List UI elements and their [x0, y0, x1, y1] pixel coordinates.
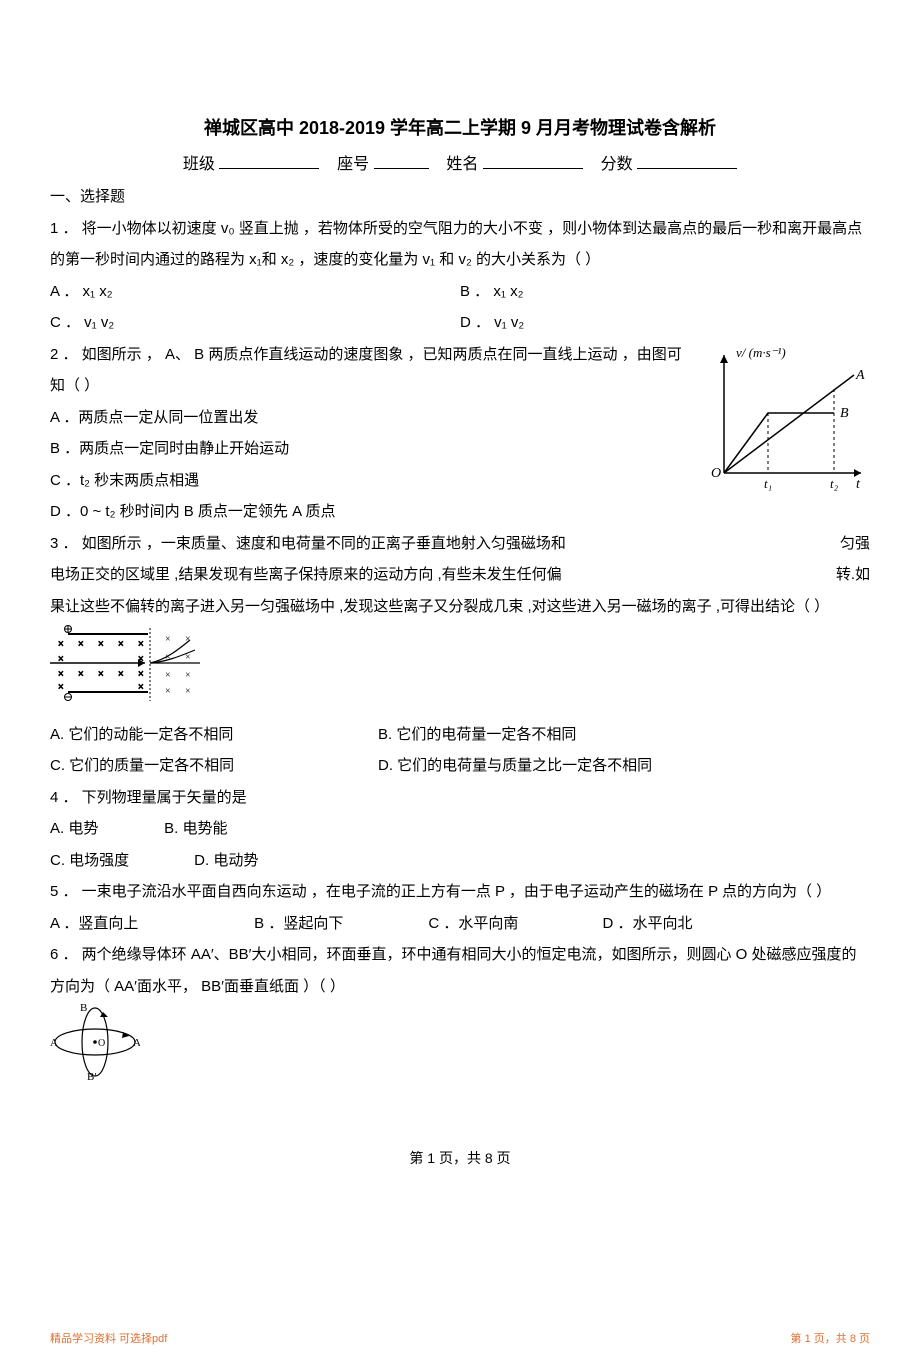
q1-text: 1 ． 将一小物体以初速度 v₀ 竖直上抛 ，若物体所受的空气阻力的大小不变 ，… — [50, 213, 870, 276]
svg-text:B′: B′ — [87, 1071, 97, 1082]
q3-option-C: C. 它们的质量一定各不相同 — [50, 750, 378, 782]
vt-t1: t₁ — [764, 476, 772, 491]
svg-text:×: × — [138, 682, 144, 693]
q4-options-row2: C. 电场强度 D. 电动势 — [50, 845, 870, 877]
svg-text:×: × — [165, 634, 171, 645]
q3-part3: 果让这些不偏转的离子进入另一匀强磁场中 ,发现这些离子又分裂成几束 ,对这些进入… — [50, 591, 870, 623]
svg-text:×: × — [165, 686, 171, 697]
score-label: 分数 — [601, 156, 633, 173]
seat-blank — [374, 150, 429, 169]
vt-label-A: A — [855, 368, 865, 383]
q3-part2: 电场正交的区域里 ,结果发现有些离子保持原来的运动方向 ,有些未发生任何偏 — [50, 566, 562, 583]
svg-text:×: × — [98, 669, 104, 680]
svg-text:A: A — [50, 1037, 58, 1049]
svg-text:×: × — [185, 652, 191, 663]
q4-text: 4 ． 下列物理量属于矢量的是 — [50, 782, 870, 814]
q4-option-B: B. 电势能 — [164, 820, 227, 837]
q4-option-C: C. 电场强度 — [50, 845, 190, 877]
vt-t: t — [856, 477, 861, 492]
q5-option-B: B ．竖起向下 — [254, 908, 424, 940]
student-info-line: 班级 座号 姓名 分数 — [50, 148, 870, 182]
svg-text:×: × — [165, 670, 171, 681]
section-heading: 一、选择题 — [50, 181, 870, 213]
svg-text:×: × — [138, 669, 144, 680]
footer-left: 精品学习资料 可选择pdf — [50, 1330, 167, 1346]
page-number: 第 1 页，共 8 页 — [50, 1144, 870, 1173]
q5-options: A ．竖直向上 B ．竖起向下 C ．水平向南 D ．水平向北 — [50, 908, 870, 940]
q1-option-B: B ． x₁ x₂ — [460, 276, 870, 308]
q1-option-D: D ． v₁ v₂ — [460, 307, 870, 339]
svg-text:×: × — [78, 669, 84, 680]
svg-text:×: × — [185, 686, 191, 697]
svg-text:O: O — [98, 1038, 105, 1049]
vt-origin: O — [711, 466, 721, 481]
q6-text: 6 ． 两个绝缘导体环 AA′、BB′大小相同，环面垂直，环中通有相同大小的恒定… — [50, 939, 870, 1002]
q5-text: 5 ． 一束电子流沿水平面自西向东运动 ，在电子流的正上方有一点 P ，由于电子… — [50, 876, 870, 908]
svg-text:×: × — [165, 652, 171, 663]
score-blank — [637, 150, 737, 169]
exam-page: 禅城区高中 2018-2019 学年高二上学期 9 月月考物理试卷含解析 班级 … — [0, 0, 920, 1250]
q1-options-row1: A ． x₁ x₂ B ． x₁ x₂ — [50, 276, 870, 308]
q4-option-A: A. 电势 — [50, 813, 160, 845]
svg-text:×: × — [185, 670, 191, 681]
svg-text:A′: A′ — [133, 1037, 140, 1049]
q3-line2: 电场正交的区域里 ,结果发现有些离子保持原来的运动方向 ,有些未发生任何偏 转.… — [50, 559, 870, 591]
vt-ylabel: v/ (m·s⁻¹) — [736, 345, 786, 360]
svg-text:×: × — [98, 639, 104, 650]
svg-text:×: × — [138, 639, 144, 650]
svg-text:×: × — [118, 669, 124, 680]
q3-options-row2: C. 它们的质量一定各不相同 D. 它们的电荷量与质量之比一定各不相同 — [50, 750, 870, 782]
q3-part2b: 转.如 — [836, 559, 870, 591]
q3-option-D: D. 它们的电荷量与质量之比一定各不相同 — [378, 750, 870, 782]
vt-t2: t₂ — [830, 476, 839, 491]
svg-text:B: B — [80, 1002, 87, 1014]
seat-label: 座号 — [337, 156, 369, 173]
vt-graph-svg: v/ (m·s⁻¹) A B O t₁ t₂ t — [706, 343, 866, 493]
name-label: 姓名 — [446, 156, 478, 173]
q4-option-D: D. 电动势 — [194, 852, 258, 869]
page-title: 禅城区高中 2018-2019 学年高二上学期 9 月月考物理试卷含解析 — [50, 110, 870, 148]
svg-text:×: × — [118, 639, 124, 650]
vt-graph: v/ (m·s⁻¹) A B O t₁ t₂ t — [706, 343, 866, 505]
q1-option-C: C ． v₁ v₂ — [50, 307, 460, 339]
q4-options-row1: A. 电势 B. 电势能 — [50, 813, 870, 845]
q1-options-row2: C ． v₁ v₂ D ． v₁ v₂ — [50, 307, 870, 339]
class-label: 班级 — [183, 156, 215, 173]
svg-text:×: × — [58, 639, 64, 650]
q2-block: v/ (m·s⁻¹) A B O t₁ t₂ t 2 ． 如图所示 ， A、 B… — [50, 339, 870, 591]
q3-part1: 3 ． 如图所示 ，一束质量、速度和电荷量不同的正离子垂直地射入匀强磁场和 — [50, 535, 566, 552]
q5-option-A: A ．竖直向上 — [50, 908, 250, 940]
q3-diagram: ××××× ×× ××××× ×× ×× ×× ×× ×× — [50, 622, 870, 719]
footer-right: 第 1 页，共 8 页 — [791, 1330, 870, 1346]
name-blank — [483, 150, 583, 169]
q3-options-row1: A. 它们的动能一定各不相同 B. 它们的电荷量一定各不相同 — [50, 719, 870, 751]
page-footer: 精品学习资料 可选择pdf 第 1 页，共 8 页 — [0, 1330, 920, 1354]
vt-label-B: B — [840, 406, 849, 421]
q3-part1b: 匀强 — [840, 528, 870, 560]
svg-text:×: × — [58, 669, 64, 680]
svg-text:×: × — [185, 634, 191, 645]
q3-line1: 3 ． 如图所示 ，一束质量、速度和电荷量不同的正离子垂直地射入匀强磁场和 匀强 — [50, 528, 870, 560]
svg-text:×: × — [78, 639, 84, 650]
q5-option-C: C ．水平向南 — [428, 908, 598, 940]
q6-diagram: A A′ B B′ O — [50, 1002, 870, 1094]
q5-option-D: D ．水平向北 — [603, 908, 693, 940]
class-blank — [219, 150, 319, 169]
q3-option-B: B. 它们的电荷量一定各不相同 — [378, 719, 870, 751]
q1-option-A: A ． x₁ x₂ — [50, 276, 460, 308]
q3-option-A: A. 它们的动能一定各不相同 — [50, 719, 378, 751]
svg-text:×: × — [58, 682, 64, 693]
